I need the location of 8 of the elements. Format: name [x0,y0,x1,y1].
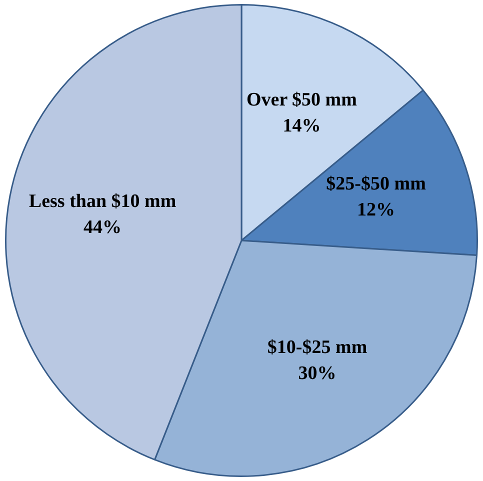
data-label: 14% [282,115,321,136]
slice-label: $25-$50 mm [326,174,426,195]
data-label: 12% [357,200,396,221]
slice-label: Less than $10 mm [28,190,176,212]
data-label: 30% [298,362,336,384]
data-label: 44% [84,216,122,238]
slice-label: $10-$25 mm [267,336,368,358]
slice-label: Over $50 mm [246,89,358,110]
